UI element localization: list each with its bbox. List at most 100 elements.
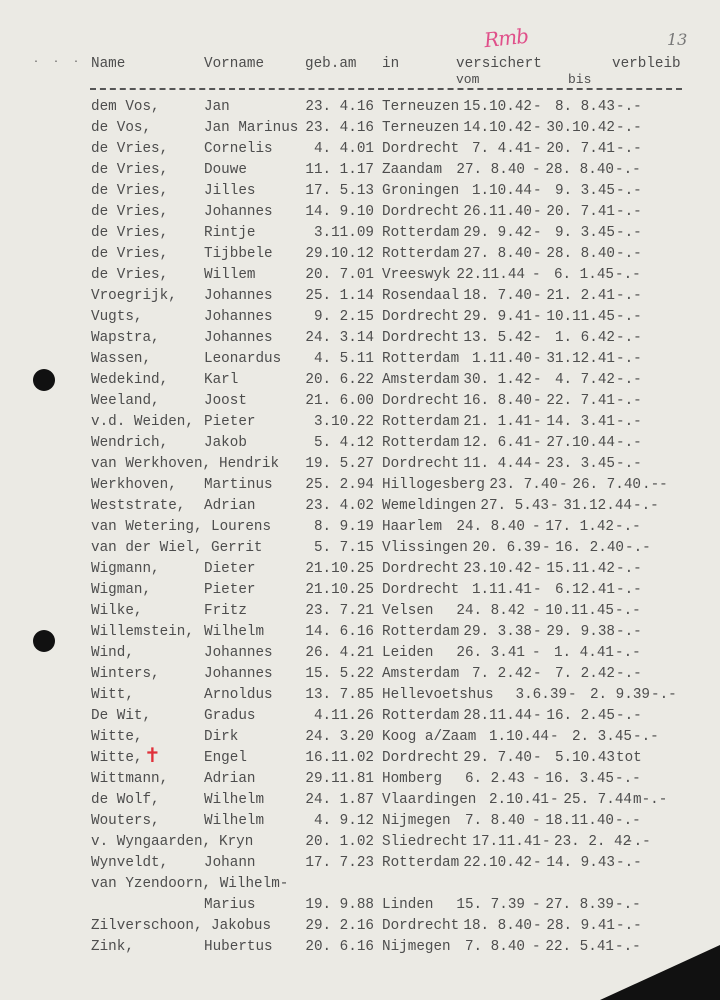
cell-name: van Wetering, [91,519,203,535]
cell-dash: - [533,351,542,367]
cell-in: Terneuzen [382,99,460,115]
header-verbleib: verbleib [612,56,681,72]
cell-in: Haarlem [382,519,443,535]
cell-geb: 14. 9.10 [305,204,374,220]
cell-bis: 16. 2.40 [555,540,624,556]
table-row: de Vries, Tijbbele 29.10.12 Rotterdam 27. 8.… [0,245,720,266]
cell-geb: 8. 9.19 [313,519,374,535]
table-row: Wendrich, Jakob 5. 4.12 Rotterdam 12. 6.41-2… [0,434,720,455]
cell-verbleib: -.- [633,729,659,745]
cell-name: Wynveldt, [91,855,169,871]
cell-verbleib: -.- [616,246,642,262]
cell-verbleib: -.- [625,834,651,850]
cell-name: Weststrate, [91,498,186,514]
cell-geb: 23. 4.16 [305,120,374,136]
cell-bis: 2. 3.45 [571,729,632,745]
cell-geb: 20. 7.01 [305,267,374,283]
table-row: Marius 19. 9.88 Linden 15. 7.39-27. 8.39 -.- [0,896,720,917]
cell-name: v. Wyngaarden, [91,834,212,850]
cell-dash: - [550,498,559,514]
cell-dash: - [533,99,542,115]
cell-dash: - [542,540,551,556]
cell-in: Nijmegen [382,939,451,955]
cell-in: Groningen [382,183,460,199]
cell-name: de Vries, [91,183,169,199]
cell-in: Nijmegen [382,813,451,829]
cell-vorname: Fritz [204,603,247,619]
header-vom: vom [456,72,480,87]
cell-geb: 13. 7.85 [305,687,374,703]
cell-geb: 24. 3.20 [305,729,374,745]
cell-vorname: Johann [204,855,256,871]
cell-vom: 24. 8.42 [456,603,525,619]
cell-bis: 30.10.42 [546,120,615,136]
cell-geb: 26. 4.21 [305,645,374,661]
cell-geb: 4.11.26 [313,708,374,724]
page-number: 13 [667,30,688,49]
cell-geb: 19. 9.88 [305,897,374,913]
cell-name: de Vos, [91,120,152,136]
cell-vorname: Pieter [204,414,256,430]
cell-bis: 27. 8.39 [545,897,614,913]
cell-name: de Wolf, [91,792,160,808]
cell-vorname: Tijbbele [204,246,273,262]
cell-dash: - [568,687,577,703]
cell-geb: 17. 5.13 [305,183,374,199]
cell-verbleib: -.- [616,99,642,115]
cell-vom: 11. 4.44 [463,456,532,472]
table-row: v.d. Weiden, Pieter 3.10.22 Rotterdam 21. 1.… [0,413,720,434]
cell-verbleib: -.- [616,330,642,346]
cell-in: Dordrecht [382,330,460,346]
cell-in: Velsen [382,603,434,619]
cell-bis: 2. 9.39 [589,687,650,703]
cell-in: Dordrecht [382,582,460,598]
cell-bis: 9. 3.45 [554,183,615,199]
cell-vom: 27. 8.40 [463,246,532,262]
table-row: de Vries, Jilles 17. 5.13 Groningen 1.10.44-… [0,182,720,203]
table-row: de Vries, Cornelis 4. 4.01 Dordrecht 7. 4.41… [0,140,720,161]
cell-vom: 24. 8.40 [456,519,525,535]
cell-bis: 8. 8.43 [554,99,615,115]
table-row: Witt, Arnoldus 13. 7.85 Hellevoetshus 3.6.39… [0,686,720,707]
cell-dash: - [559,477,568,493]
cell-verbleib: -.- [615,813,641,829]
cell-name: Weeland, [91,393,160,409]
cell-vorname: Jilles [204,183,256,199]
cell-name: Witte, [91,729,143,745]
header-divider [90,88,682,90]
cell-dash: - [532,771,541,787]
cell-geb: 25. 1.14 [305,288,374,304]
table-row: dem Vos, Jan 23. 4.16 Terneuzen 15.10.42-8. … [0,98,720,119]
cell-vorname: Kryn [219,834,254,850]
cell-bis: 10.11.45 [545,603,614,619]
cell-name: van der Wiel, [91,540,203,556]
cell-vorname: Martinus [204,477,273,493]
cell-vom: 18. 7.40 [463,288,532,304]
cell-dash: - [532,645,541,661]
cell-in: Dordrecht [382,141,460,157]
cell-vom: 15. 7.39 [456,897,525,913]
table-row: Winters, Johannes 15. 5.22 Amsterdam 7. 2.42… [0,665,720,686]
table-row: Werkhoven, Martinus 25. 2.94 Hillogesberg 23… [0,476,720,497]
cell-vorname: Jakobus [211,918,272,934]
cell-bis: 28. 8.40 [546,246,615,262]
cell-vom: 16. 8.40 [463,393,532,409]
cell-verbleib: -.- [616,708,642,724]
cell-in: Homberg [382,771,443,787]
cell-vom: 27. 5.43 [480,498,549,514]
cell-vom: 29. 7.40 [463,750,532,766]
cell-in: Amsterdam [382,372,460,388]
cell-name: Wilke, [91,603,143,619]
header-geb: geb.am [305,56,357,72]
cell-dash: - [533,666,542,682]
cell-vorname: Johannes [204,204,273,220]
cell-name: Vugts, [91,309,143,325]
cell-name: van Yzendoorn, [91,876,212,892]
cell-vorname: Johannes [204,309,273,325]
cell-name: Wouters, [91,813,160,829]
cell-vorname: Engel [204,750,247,766]
cell-bis: 5.10.43 [554,750,615,766]
table-row: Zink, Hubertus 20. 6.16 Nijmegen 7. 8.40-22.… [0,938,720,959]
cell-verbleib: -.- [616,183,642,199]
cell-bis: 1. 4.41 [553,645,614,661]
